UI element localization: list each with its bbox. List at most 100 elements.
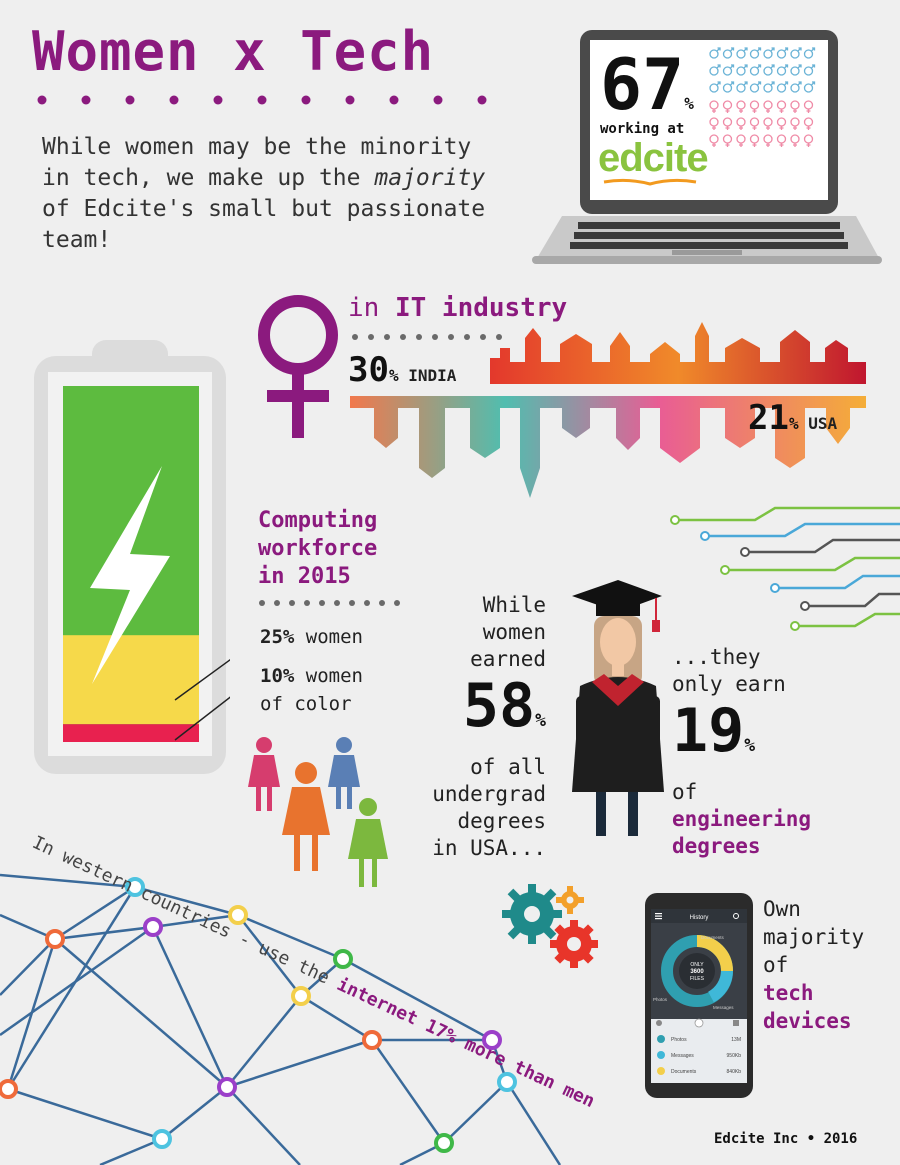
phone-row-value: 840Kb — [727, 1069, 742, 1075]
female-symbol-icon — [722, 134, 733, 147]
female-symbol-icon — [709, 117, 719, 130]
engineering-percent-unit: % — [744, 735, 756, 756]
devices-bold-line: tech — [763, 981, 814, 1005]
male-symbol-icon — [790, 64, 802, 76]
female-symbol-icon — [790, 134, 800, 147]
female-symbol-icon — [803, 134, 814, 147]
female-symbol-icon — [790, 117, 800, 130]
woman-figure-icon — [282, 762, 330, 871]
male-symbol-icon — [736, 47, 748, 59]
female-symbol-icon — [722, 100, 733, 113]
female-symbol-icon — [736, 100, 746, 113]
male-symbol-icon — [709, 47, 721, 59]
female-symbol-icon — [749, 117, 760, 130]
male-symbol-icon — [776, 47, 789, 59]
workforce-women-stat: 25% women — [260, 624, 363, 650]
it-dots-divider — [352, 334, 502, 340]
male-symbol-icon — [736, 81, 748, 93]
female-symbol-icon — [709, 134, 719, 147]
network-node — [333, 949, 353, 969]
female-symbol-icon — [776, 134, 787, 147]
menu-icon — [655, 913, 662, 915]
workforce-woc-stat: 10% women of color — [260, 662, 363, 718]
intro-paragraph: While women may be the minority in tech,… — [42, 132, 512, 256]
male-symbol-icon — [709, 64, 721, 76]
female-symbol-icon — [749, 100, 760, 113]
india-percent-value: 30 — [348, 350, 389, 390]
engineering-text-line: ...they — [672, 645, 761, 669]
male-symbol-icon — [749, 64, 762, 76]
engineering-bold-line: engineering — [672, 807, 812, 831]
devices-text-line: of — [763, 953, 789, 977]
male-symbol-icon — [790, 81, 802, 93]
women-figures-illustration — [248, 737, 388, 887]
female-symbol-icon — [736, 117, 746, 130]
phone-row-value: 13M — [731, 1037, 741, 1043]
phone-segment-label: Photos — [653, 997, 668, 1002]
undergrad-stat: While women earned 58% of all undergrad … — [400, 592, 546, 862]
phone-center-line: 3600 — [690, 969, 704, 975]
female-symbol-icon — [736, 134, 746, 147]
it-industry-heading: in IT industry — [348, 293, 567, 323]
female-symbol-icon — [803, 117, 814, 130]
network-node — [0, 1079, 18, 1099]
edcite-logo-book-icon — [603, 178, 697, 186]
workforce-title: Computing workforce in 2015 — [258, 507, 377, 591]
india-percent-unit: % — [388, 366, 399, 385]
phone-header-label: History — [690, 915, 709, 921]
usa-percent-value: 21 — [748, 398, 789, 438]
network-node — [217, 1077, 237, 1097]
network-node — [143, 917, 163, 937]
phone-row-label: Documents — [671, 1069, 697, 1075]
male-symbol-icon — [709, 81, 721, 93]
battery-fill-women-of-color — [63, 724, 199, 742]
edcite-logo: edcite — [598, 136, 709, 180]
female-symbol-icon — [763, 117, 773, 130]
woman-figure-icon — [248, 737, 280, 811]
usa-label: USA — [808, 414, 838, 433]
devices-bold-line: devices — [763, 1009, 852, 1033]
phone-center-line: ONLY — [690, 962, 704, 968]
engineering-bold-line: degrees — [672, 834, 761, 858]
male-symbol-icon — [803, 81, 816, 93]
intro-text-end: of Edcite's small but passionate team! — [42, 196, 486, 253]
male-symbol-icon — [776, 64, 789, 76]
undergrad-text-line: While — [482, 593, 546, 617]
footer-credit: Edcite Inc • 2016 — [714, 1131, 858, 1147]
network-node — [228, 905, 248, 925]
male-symbol-icon — [749, 47, 762, 59]
settings-icon — [656, 1020, 662, 1026]
workforce-woc-label: women — [305, 665, 363, 687]
phone-row-label: Messages — [671, 1053, 694, 1059]
it-industry-label: IT industry — [394, 293, 568, 323]
phone-center-line: FILES — [690, 976, 705, 982]
devices-stat: Own majority of tech devices — [763, 895, 864, 1035]
workforce-title-line: in 2015 — [258, 564, 351, 589]
female-symbol-icon — [722, 117, 733, 130]
workforce-woc-value: 10% — [260, 665, 295, 687]
phone-segment-label: Messages — [713, 1005, 734, 1010]
add-icon — [694, 1018, 704, 1028]
engineering-text-line: of — [672, 780, 698, 804]
intro-text-start: While women may be the minority in tech,… — [42, 134, 472, 191]
male-symbol-icon — [790, 47, 802, 59]
male-symbol-icon — [736, 64, 748, 76]
female-symbol-icon — [258, 295, 338, 438]
page-title: Women x Tech — [32, 20, 435, 83]
network-node — [291, 986, 311, 1006]
female-symbol-icon — [763, 100, 773, 113]
male-symbol-icon — [749, 81, 762, 93]
female-symbol-icon — [709, 100, 719, 113]
phone-row-label: Photos — [671, 1037, 687, 1043]
engineering-text-line: only earn — [672, 672, 786, 696]
it-industry-prefix: in — [348, 293, 380, 323]
battery-chart — [34, 340, 230, 774]
undergrad-text-line: degrees — [457, 809, 546, 833]
female-symbol-icon — [790, 100, 800, 113]
female-symbol-icon — [776, 117, 787, 130]
laptop-caption: working at — [600, 121, 685, 137]
network-node — [434, 1133, 454, 1153]
circuit-lines-illustration — [670, 506, 900, 631]
devices-text-line: Own — [763, 897, 801, 921]
undergrad-text-line: of all — [470, 755, 546, 779]
